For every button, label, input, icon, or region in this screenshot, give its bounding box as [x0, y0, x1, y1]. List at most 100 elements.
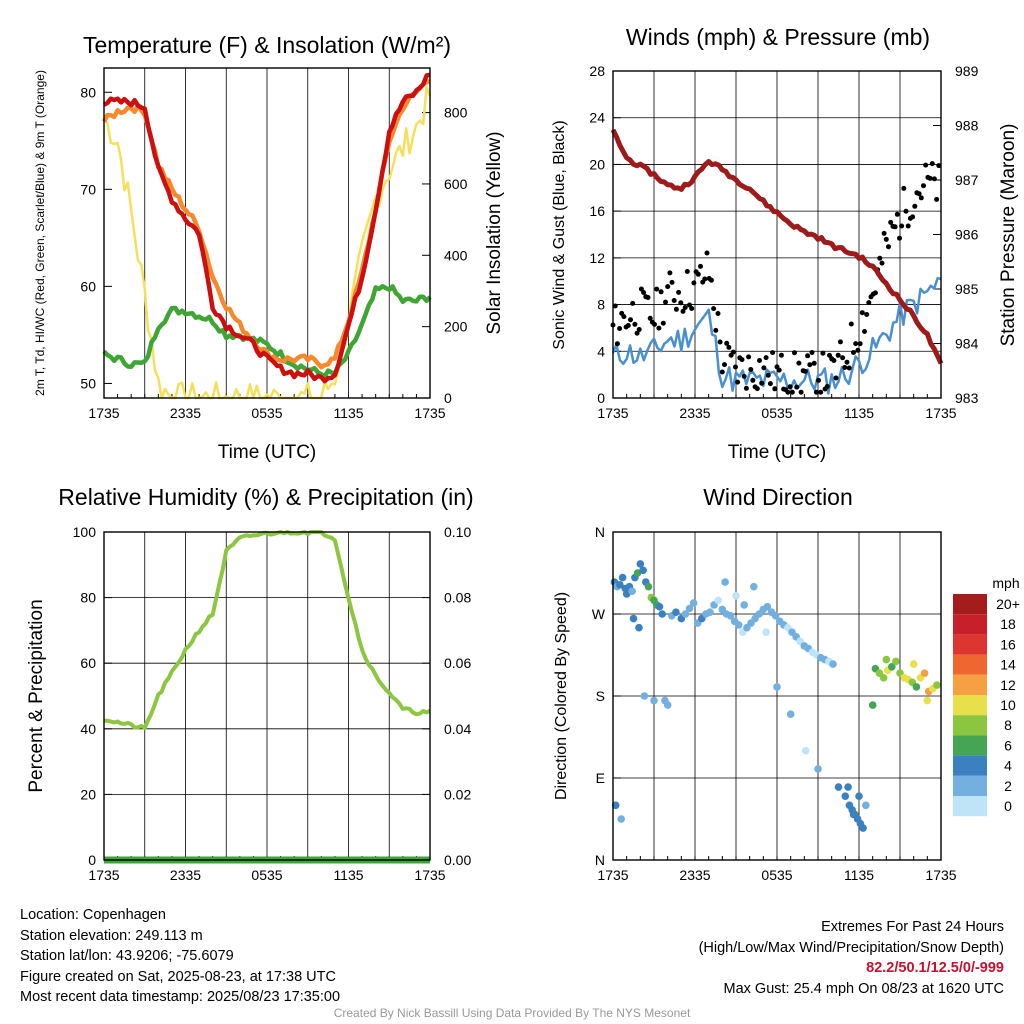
- direction-point: [689, 599, 698, 607]
- x-tick-label: 1735: [88, 405, 119, 421]
- gust-point: [759, 380, 765, 386]
- gust-point: [894, 211, 900, 217]
- colorbar-swatch: [953, 634, 987, 655]
- gust-point: [862, 329, 867, 334]
- gust-point: [923, 162, 929, 168]
- gust-point: [848, 321, 854, 327]
- chart-title: Temperature (F) & Insolation (W/m²): [83, 32, 451, 58]
- gust-point: [656, 325, 662, 331]
- max-gust-text: Max Gust: 25.4 mph On 08/23 at 1620 UTC: [723, 980, 1004, 997]
- colorbar-swatch: [953, 775, 987, 796]
- gust-point: [717, 339, 723, 345]
- x-tick-label: 2335: [679, 867, 710, 883]
- y-right-tick-label: 989: [955, 63, 979, 79]
- colorbar-label: 18: [1000, 616, 1016, 632]
- direction-point: [771, 612, 780, 620]
- y-axis-label-right: Solar Insolation (Yellow): [484, 131, 505, 334]
- gust-point: [669, 279, 675, 285]
- gust-point: [673, 306, 679, 312]
- gust-point: [897, 235, 902, 241]
- gust-point: [730, 349, 736, 355]
- y-tick-label: 70: [80, 181, 96, 197]
- gust-point: [695, 271, 701, 277]
- gust-point: [921, 183, 926, 189]
- colorbar-label: 0: [1004, 798, 1012, 814]
- gust-point: [910, 214, 916, 220]
- y-tick-label: 40: [80, 721, 96, 737]
- gust-point: [748, 367, 754, 372]
- gust-point: [855, 347, 861, 353]
- plot-border: [612, 531, 942, 861]
- gust-point: [671, 298, 677, 303]
- colorbar-label: 8: [1004, 717, 1012, 733]
- y-right-tick-label: 0.02: [444, 786, 471, 802]
- direction-point: [628, 587, 636, 595]
- x-tick-label: 1735: [414, 405, 445, 421]
- colorbar-swatch: [953, 594, 987, 615]
- y-right-tick-label: 986: [955, 227, 979, 243]
- gust-point: [665, 284, 671, 290]
- gust-point: [621, 314, 627, 320]
- gust-point: [864, 312, 870, 317]
- direction-point: [844, 783, 852, 791]
- x-tick-label: 1135: [333, 867, 363, 883]
- direction-point: [636, 560, 645, 568]
- colorbar-swatch: [953, 715, 987, 736]
- location-text: Location: Copenhagen: [20, 907, 166, 923]
- gust-point: [802, 368, 808, 374]
- plot-border: [612, 70, 942, 399]
- y-tick-label: 12: [589, 250, 605, 266]
- y-tick-label: S: [596, 688, 605, 704]
- gust-point: [899, 223, 905, 229]
- gust-point: [787, 384, 793, 390]
- gust-point: [905, 223, 911, 229]
- y-right-tick-label: 0.10: [444, 524, 471, 540]
- direction-point: [763, 602, 772, 611]
- gust-point: [711, 306, 717, 312]
- direction-point: [879, 674, 888, 682]
- gust-point: [840, 355, 846, 361]
- gust-point: [636, 327, 642, 332]
- extremes-title: Extremes For Past 24 Hours: [821, 919, 1004, 935]
- direction-point: [829, 660, 837, 668]
- gust-point: [741, 373, 747, 379]
- direction-point: [721, 578, 729, 586]
- colorbar-swatch: [953, 735, 987, 756]
- gust-point: [859, 310, 865, 316]
- gust-point: [689, 306, 695, 311]
- colorbar-label: 4: [1004, 758, 1012, 774]
- y-right-tick-label: 0.04: [444, 721, 471, 737]
- series-sonic-wind: [611, 277, 942, 395]
- colorbar-swatch: [953, 674, 987, 695]
- x-tick-label: 1135: [844, 405, 874, 421]
- direction-point: [644, 582, 653, 591]
- direction-point: [920, 669, 929, 677]
- direction-point: [611, 801, 620, 810]
- colorbar-title: mph: [992, 575, 1019, 591]
- gust-point: [663, 299, 668, 305]
- gust-point: [934, 196, 940, 202]
- gust-point: [634, 330, 640, 336]
- x-tick-label: 1735: [597, 405, 628, 421]
- direction-point: [923, 696, 932, 705]
- direction-point: [892, 657, 900, 666]
- gust-point: [844, 359, 850, 365]
- direction-point: [617, 815, 625, 823]
- gust-point: [658, 289, 664, 295]
- gust-point: [835, 352, 841, 358]
- gust-point: [704, 250, 710, 256]
- colorbar-swatch: [953, 796, 987, 817]
- gust-point: [929, 161, 935, 167]
- gust-point: [630, 300, 636, 306]
- x-tick-label: 1735: [597, 867, 628, 883]
- station-info: Location: Copenhagen Station elevation: …: [20, 905, 340, 1008]
- x-tick-label: 1735: [414, 867, 445, 883]
- gust-point: [851, 350, 856, 355]
- direction-point: [862, 801, 870, 810]
- gust-point: [754, 386, 760, 392]
- y-tick-label: 16: [589, 203, 605, 219]
- gust-point: [883, 236, 889, 242]
- gust-point: [798, 389, 804, 395]
- direction-point: [714, 596, 722, 605]
- gust-point: [778, 352, 784, 358]
